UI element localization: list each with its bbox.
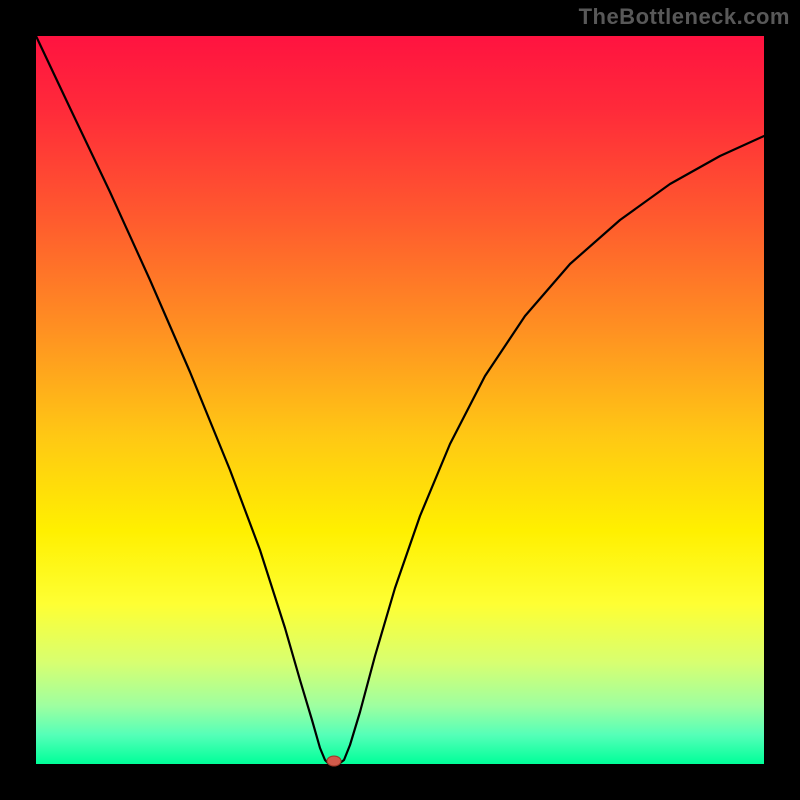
chart-container: TheBottleneck.com — [0, 0, 800, 800]
optimum-marker — [327, 756, 341, 766]
plot-background — [36, 36, 764, 764]
watermark-text: TheBottleneck.com — [579, 4, 790, 30]
chart-svg — [0, 0, 800, 800]
